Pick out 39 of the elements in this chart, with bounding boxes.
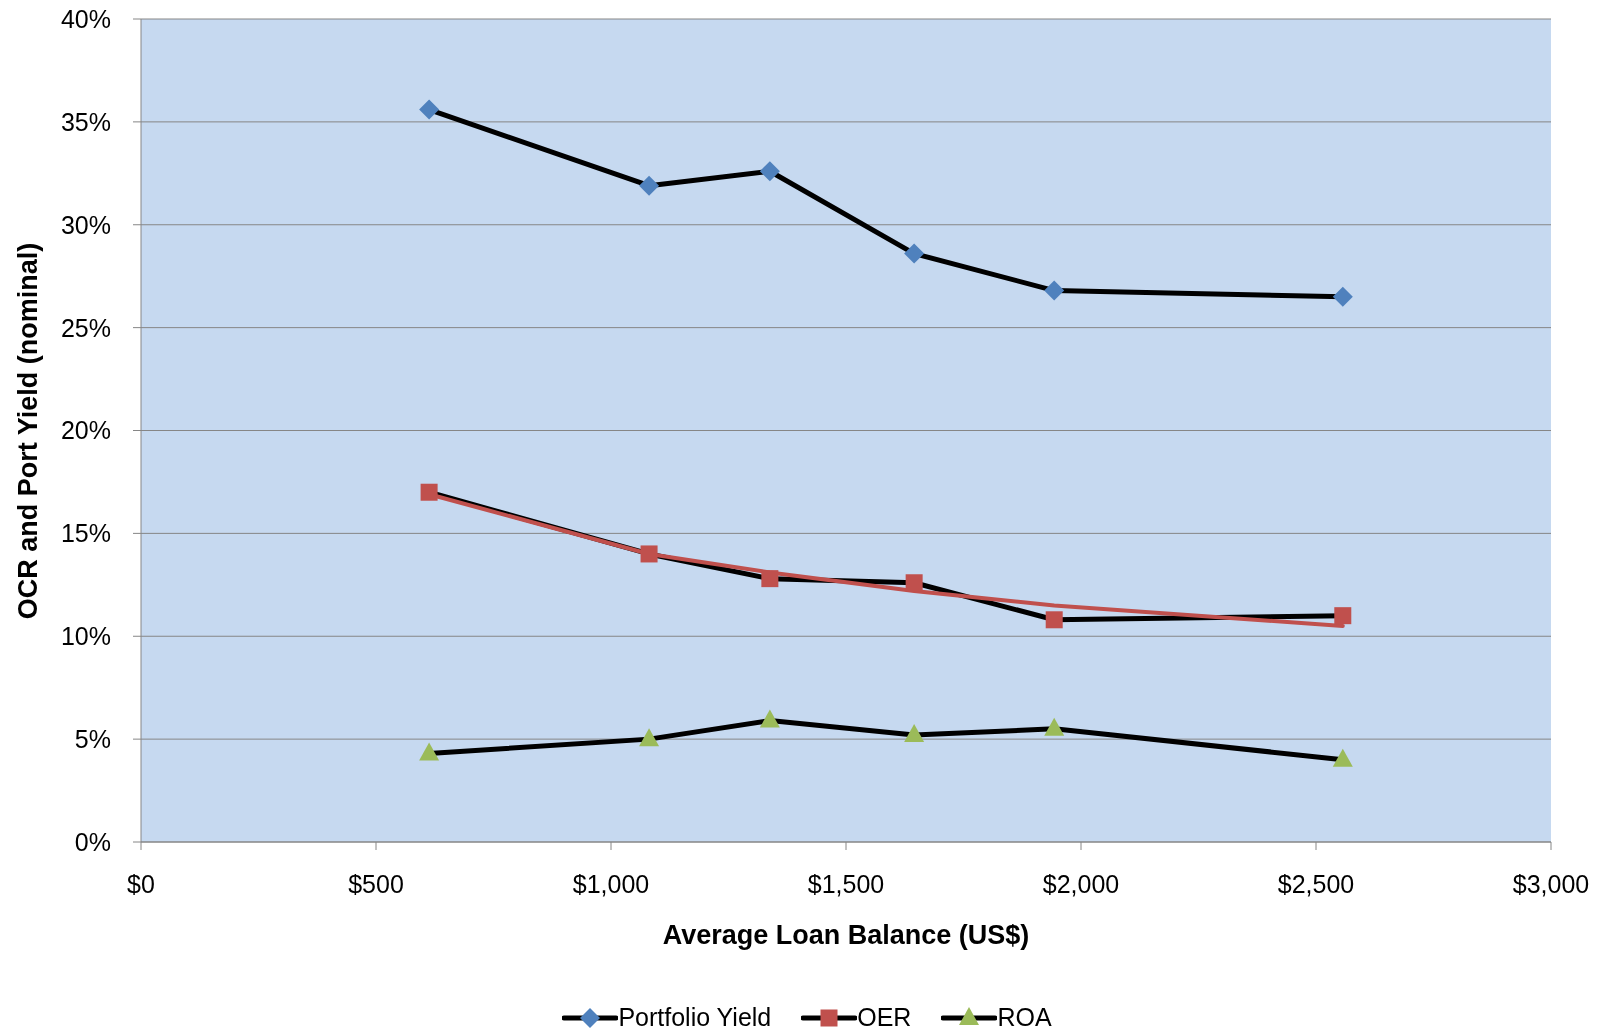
y-tick-label: 35%	[60, 107, 111, 136]
point	[1045, 611, 1063, 629]
point	[639, 728, 660, 747]
x-tick-label: $2,000	[1042, 869, 1120, 898]
point	[1332, 286, 1353, 307]
y-tick-label: 10%	[60, 622, 111, 651]
y-tick-label: 25%	[60, 313, 111, 342]
point	[904, 724, 925, 743]
legend-label: Portfolio Yield	[618, 1003, 772, 1032]
x-tick-label: $1,500	[807, 869, 885, 898]
legend-label: OER	[857, 1003, 912, 1032]
point	[639, 175, 660, 196]
y-axis-title: OCR and Port Yield (nominal)	[12, 241, 44, 621]
point	[419, 99, 440, 120]
point	[1332, 748, 1353, 767]
point	[420, 483, 438, 501]
point	[640, 545, 658, 563]
point	[1044, 717, 1065, 736]
x-tick-label: $0	[127, 869, 155, 898]
y-tick-label: 40%	[60, 4, 111, 33]
point	[759, 161, 780, 182]
point	[419, 742, 440, 761]
x-axis-title: Average Loan Balance (US$)	[661, 919, 1031, 952]
y-tick-label: 20%	[60, 416, 111, 445]
point	[905, 574, 923, 592]
y-tick-label: 15%	[60, 519, 111, 548]
point	[1044, 280, 1065, 301]
y-tick-label: 0%	[74, 827, 111, 856]
point	[761, 570, 779, 588]
y-tick-label: 30%	[60, 210, 111, 239]
x-tick-label: $2,500	[1277, 869, 1355, 898]
x-tick-label: $500	[348, 869, 404, 898]
legend-label: ROA	[997, 1003, 1052, 1032]
point	[1334, 607, 1352, 625]
point	[759, 709, 780, 728]
x-tick-label: $1,000	[572, 869, 650, 898]
point	[904, 243, 925, 264]
y-tick-label: 5%	[74, 725, 111, 753]
x-tick-label: $3,000	[1512, 869, 1590, 898]
